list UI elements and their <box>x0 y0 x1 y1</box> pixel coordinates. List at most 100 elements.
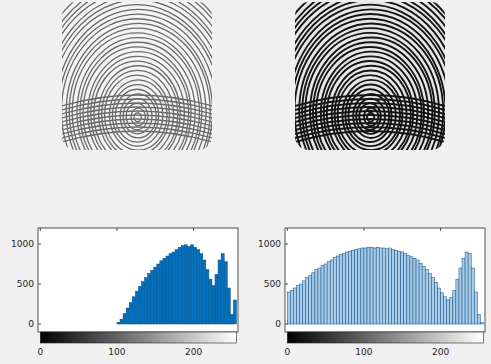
histogram-bar <box>190 245 193 324</box>
histogram-bar <box>373 248 376 324</box>
histogram-bar <box>293 288 296 324</box>
histogram-bar <box>89 324 92 325</box>
histogram-bar <box>43 324 46 325</box>
histogram-bar <box>46 324 49 325</box>
histogram-bar <box>346 252 349 324</box>
histogram-bar <box>114 324 117 325</box>
histogram-bar <box>132 297 135 324</box>
ridge <box>62 9 212 150</box>
x-tick-label: 100 <box>355 347 372 357</box>
histogram-bar <box>157 264 160 324</box>
histogram-bar <box>437 288 440 324</box>
histogram-bar <box>474 292 477 324</box>
histogram-bar <box>287 292 290 324</box>
ridge <box>295 2 445 150</box>
ridge <box>62 2 212 150</box>
ridge <box>62 2 212 150</box>
histogram-bar <box>135 291 138 324</box>
histogram-bar <box>233 300 236 324</box>
histogram-bar <box>413 258 416 324</box>
plot-area <box>285 228 485 332</box>
histogram-bar <box>206 270 209 324</box>
histogram-bar <box>141 282 144 324</box>
histogram-bar <box>53 324 56 325</box>
ridge <box>62 2 212 150</box>
gray-scale-bar <box>40 332 236 343</box>
histogram-bar <box>123 314 126 324</box>
histogram-bar <box>178 247 181 324</box>
bars <box>117 245 237 324</box>
bars <box>287 247 483 324</box>
histogram-bar <box>477 314 480 324</box>
x-tick-label: 200 <box>432 347 449 357</box>
histogram-bar <box>227 288 230 324</box>
histogram-bar <box>358 249 361 324</box>
histogram-bar <box>77 324 80 325</box>
y-tick-label: 0 <box>275 319 281 329</box>
histogram-bar <box>59 324 62 325</box>
histogram-bar <box>401 252 404 324</box>
histogram-bar <box>169 254 172 324</box>
y-tick <box>38 244 41 245</box>
ridge <box>295 9 445 150</box>
histogram-bar <box>321 266 324 324</box>
ridge <box>295 95 445 106</box>
histogram-bar <box>230 314 233 324</box>
histogram-bar <box>105 324 108 325</box>
histogram-bar <box>62 324 65 325</box>
histogram-bar <box>453 290 456 324</box>
histogram-bar <box>99 324 102 325</box>
histogram-bar <box>187 246 190 324</box>
ridge <box>62 2 212 150</box>
histogram-bar <box>224 262 227 324</box>
histogram-bar <box>184 245 187 324</box>
histogram-bar <box>352 250 355 324</box>
histogram-bar <box>181 246 184 324</box>
histogram-bar <box>303 281 306 324</box>
y-tick <box>285 324 288 325</box>
histogram-bar <box>364 248 367 324</box>
y-tick <box>38 324 41 325</box>
histogram-bar <box>102 324 105 325</box>
histogram-bar <box>407 255 410 324</box>
histogram-bar <box>117 322 120 324</box>
histogram-bar <box>410 257 413 324</box>
histogram-bar <box>471 268 474 324</box>
histogram-bar <box>398 251 401 324</box>
ridge <box>295 2 445 150</box>
histogram-bar <box>138 286 141 324</box>
histogram-bar <box>419 263 422 324</box>
histogram-bar <box>336 256 339 324</box>
figure: 050010000100200050010000100200 <box>0 0 491 364</box>
histogram-bar <box>175 250 178 324</box>
histogram-bar <box>80 324 83 325</box>
histogram-bar <box>154 267 157 324</box>
ridge <box>295 2 445 150</box>
x-tick-label: 0 <box>37 347 43 357</box>
ridge <box>295 2 445 150</box>
histogram-bar <box>160 261 163 324</box>
histogram-bar <box>349 251 352 324</box>
histogram-bar <box>166 256 169 324</box>
histogram-bar <box>296 286 299 324</box>
x-tick-label: 100 <box>108 347 125 357</box>
histogram-bar <box>416 260 419 324</box>
histogram-bar <box>203 260 206 324</box>
histogram-bar <box>447 300 450 324</box>
histogram-bar <box>221 254 224 324</box>
plot-area <box>38 228 238 332</box>
histogram-bar <box>194 247 197 324</box>
axes-frame <box>38 228 238 332</box>
y-tick-label: 1000 <box>11 239 34 249</box>
histogram-bar <box>392 250 395 324</box>
histogram-bar <box>56 324 59 325</box>
histogram-bar <box>215 274 218 324</box>
y-tick <box>285 284 288 285</box>
histogram-bar <box>108 324 111 325</box>
ridge <box>94 61 180 150</box>
histogram-bar <box>200 254 203 324</box>
ridge <box>295 5 445 150</box>
histogram-bar <box>92 324 95 325</box>
histogram-bar <box>324 264 327 324</box>
y-tick <box>285 244 288 245</box>
